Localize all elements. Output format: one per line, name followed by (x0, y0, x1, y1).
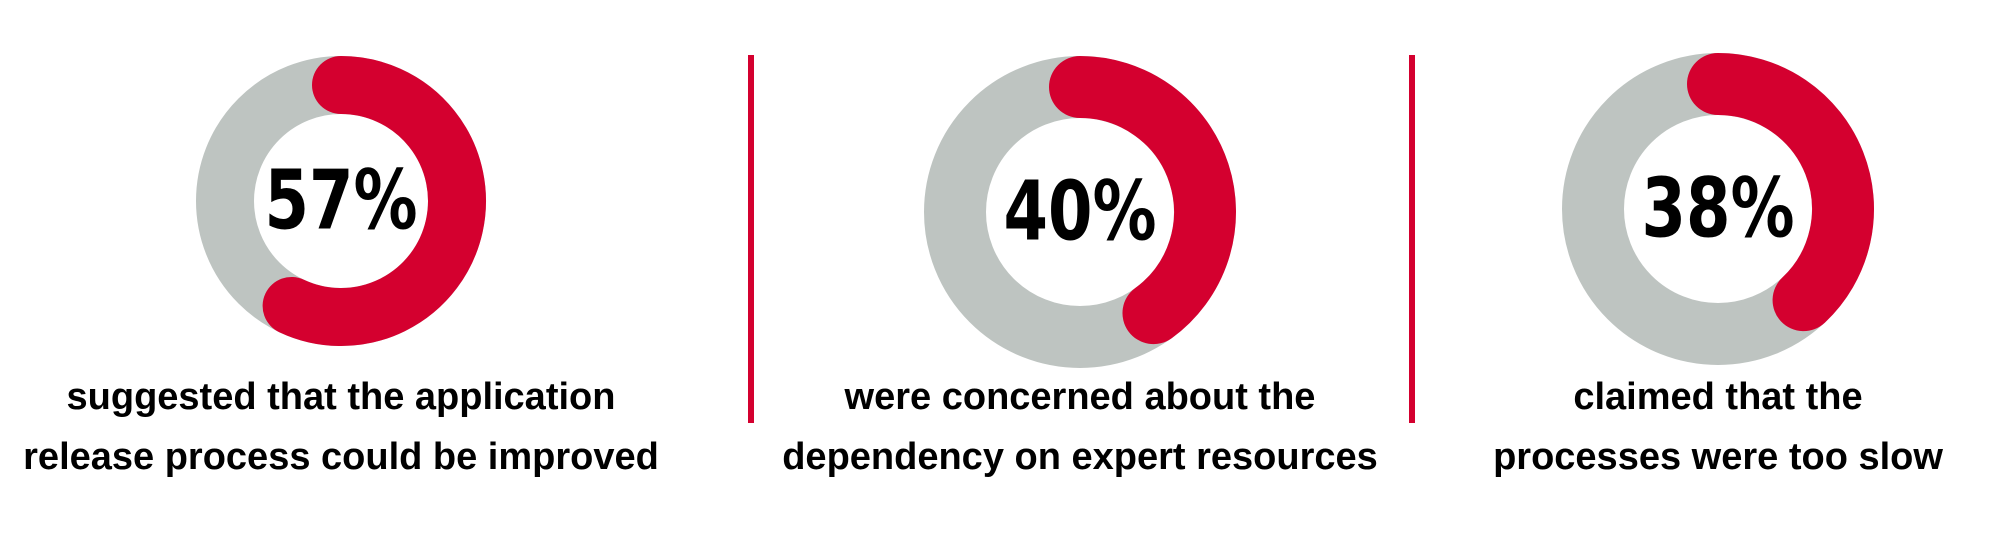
percent-label: 57% (264, 154, 417, 249)
percent-label: 38% (1641, 162, 1794, 257)
caption-line: dependency on expert resources (782, 436, 1378, 478)
caption-line: release process could be improved (23, 436, 659, 478)
caption-line: suggested that the application (67, 376, 616, 418)
donut-arc (262, 56, 486, 346)
percent-label: 40% (1003, 165, 1156, 260)
donut-arc (1687, 53, 1874, 332)
caption-line: were concerned about the (844, 376, 1316, 418)
caption-line: claimed that the (1573, 376, 1862, 418)
caption-line: processes were too slow (1493, 436, 1943, 478)
donut-arc (1049, 56, 1236, 345)
